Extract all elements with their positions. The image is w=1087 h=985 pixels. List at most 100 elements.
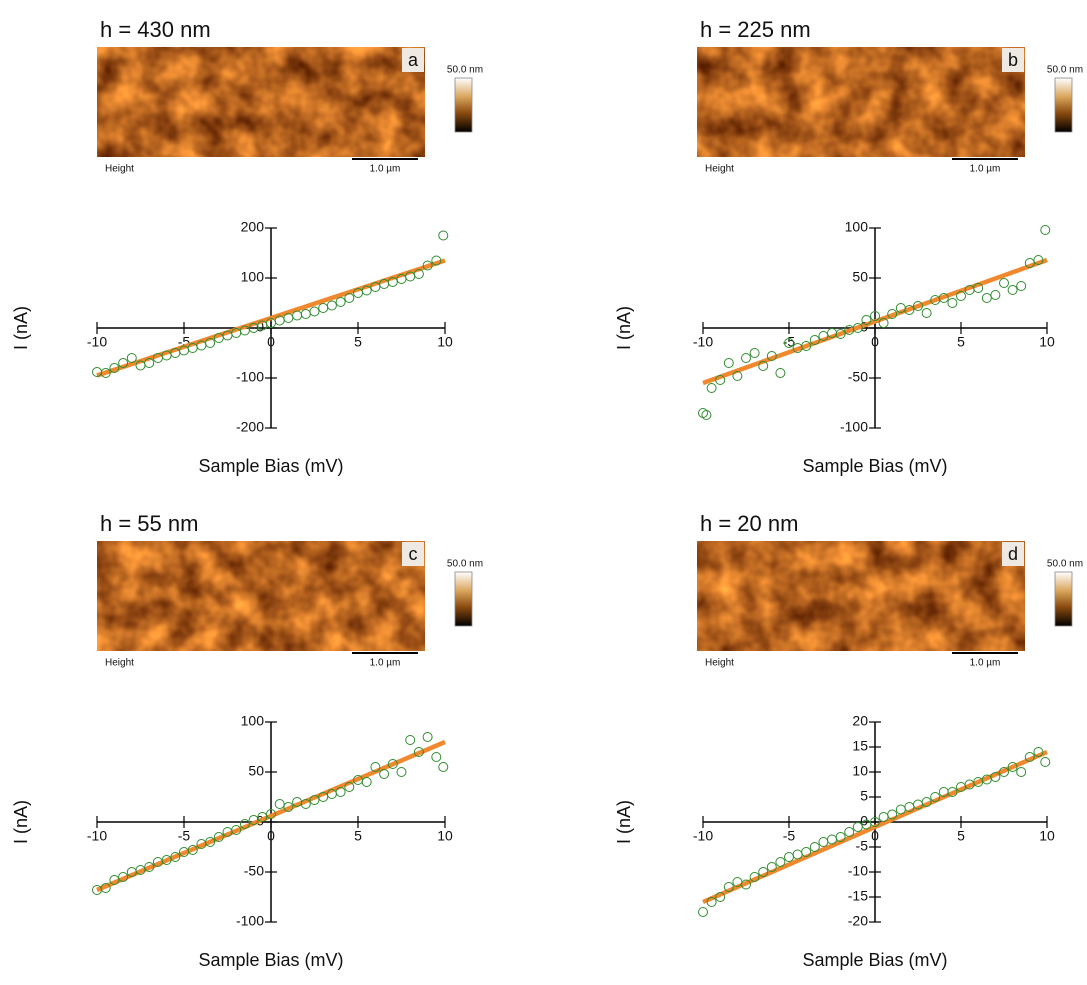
data-point [766, 351, 777, 361]
data-point [274, 799, 285, 809]
color-scale [454, 77, 473, 133]
data-point [100, 368, 111, 378]
x-tick-label: 10 [1039, 828, 1055, 844]
data-point [809, 842, 820, 852]
data-point [1040, 225, 1051, 235]
data-point [938, 293, 949, 303]
data-point [887, 309, 898, 319]
data-point [723, 882, 734, 892]
y-tick-label: -100 [236, 913, 264, 929]
data-point [827, 834, 837, 845]
data-point [309, 795, 320, 805]
data-point [723, 358, 734, 368]
data-point [947, 787, 958, 797]
panel-title: h = 430 nm [100, 17, 211, 42]
data-point [701, 410, 712, 420]
y-tick-label: -200 [236, 419, 264, 435]
data-point [126, 353, 137, 363]
data-point [231, 825, 242, 835]
data-point [990, 772, 1001, 782]
y-axis-label: I (nA) [614, 800, 634, 844]
x-tick-label: 10 [437, 828, 453, 844]
data-point [852, 323, 863, 333]
data-point [715, 892, 726, 902]
data-point [300, 309, 311, 319]
x-tick-label: 5 [957, 334, 965, 350]
panel-title: h = 55 nm [100, 511, 198, 536]
channel-label: Height [105, 658, 134, 669]
x-tick-label: -10 [87, 828, 107, 844]
data-point [309, 306, 320, 317]
data-point [205, 837, 216, 847]
data-point [895, 804, 906, 815]
data-point [766, 862, 777, 872]
data-point [801, 847, 812, 857]
x-tick-label: 5 [354, 334, 362, 350]
data-point [161, 855, 172, 865]
scale-bar-label: 1.0 µm [970, 164, 1001, 175]
data-point [283, 802, 294, 812]
data-point [835, 832, 846, 842]
data-point [387, 759, 398, 769]
data-point [135, 865, 146, 875]
y-tick-label: -15 [848, 888, 868, 904]
panel-label-box [402, 542, 424, 566]
data-point [1033, 747, 1044, 757]
data-point [887, 809, 898, 820]
data-point [361, 285, 372, 296]
data-point [370, 282, 381, 292]
y-tick-label: -5 [856, 838, 869, 854]
data-point [947, 298, 958, 308]
x-tick-label: -5 [178, 828, 191, 844]
data-point [422, 260, 433, 271]
data-point [1016, 767, 1027, 777]
data-point [1040, 757, 1051, 767]
data-point [878, 812, 889, 822]
y-axis-label: I (nA) [11, 800, 31, 844]
color-scale [1054, 571, 1073, 627]
data-point [187, 845, 198, 855]
data-point [698, 408, 708, 418]
data-point [1024, 752, 1035, 762]
data-point [370, 762, 381, 772]
data-point [292, 310, 303, 321]
data-point [835, 329, 846, 339]
data-point [698, 907, 708, 917]
data-point [999, 278, 1009, 288]
y-axis-label: I (nA) [11, 306, 31, 350]
panel-label: b [1008, 50, 1018, 70]
panel-title: h = 20 nm [700, 511, 798, 536]
data-point [118, 872, 129, 882]
data-point [431, 255, 442, 266]
data-point [741, 353, 751, 363]
data-point [239, 819, 250, 829]
data-point [715, 375, 726, 385]
scale-bar-label: 1.0 µm [370, 164, 401, 175]
data-point [818, 837, 829, 847]
x-tick-label: -10 [87, 334, 107, 350]
y-tick-label: 15 [852, 738, 868, 754]
data-point [335, 297, 346, 307]
data-point [732, 371, 743, 381]
data-point [300, 799, 311, 809]
data-point [213, 832, 224, 842]
data-point [999, 767, 1009, 777]
x-axis-label: Sample Bias (mV) [198, 456, 343, 476]
data-point [413, 747, 424, 757]
scale-bar-label: 1.0 µm [370, 658, 401, 669]
data-point [379, 769, 390, 779]
x-axis-label: Sample Bias (mV) [802, 950, 947, 970]
y-tick-label: 10 [852, 763, 868, 779]
x-tick-label: 5 [957, 828, 965, 844]
x-tick-label: 0 [871, 334, 879, 350]
data-point [956, 291, 966, 301]
data-point [387, 277, 398, 287]
x-axis-label: Sample Bias (mV) [802, 456, 947, 476]
data-point [758, 867, 769, 877]
channel-label: Height [705, 658, 734, 669]
data-point [749, 872, 760, 882]
data-point [1007, 285, 1018, 295]
data-point [205, 338, 216, 348]
data-point [283, 313, 294, 323]
data-point [801, 341, 812, 351]
